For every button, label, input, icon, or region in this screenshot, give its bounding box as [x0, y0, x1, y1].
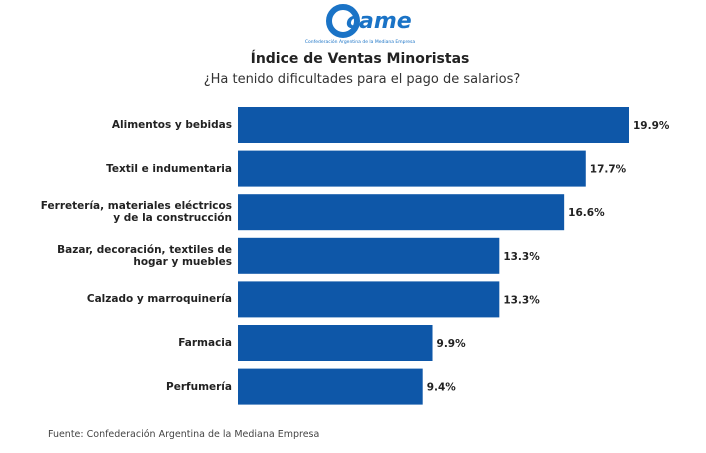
- logo-mark: [326, 4, 360, 38]
- category-label: Calzado y marroquinería: [86, 293, 232, 306]
- category-label: Farmacia: [178, 337, 232, 349]
- category-label: Ferretería, materiales eléctricos y de l…: [40, 200, 232, 225]
- category-label: Textil e indumentaria: [106, 162, 232, 175]
- value-label: 19.9%: [633, 120, 670, 132]
- logo-text: came: [346, 9, 412, 34]
- bar: [238, 281, 500, 318]
- category-label: Bazar, decoración, textiles de hogar y m…: [57, 243, 232, 268]
- value-label: 13.3%: [503, 251, 540, 263]
- category-label: Alimentos y bebidas: [111, 119, 232, 131]
- chart-subtitle: ¿Ha tenido dificultades para el pago de …: [204, 72, 521, 87]
- bar: [238, 368, 423, 405]
- bar: [238, 237, 500, 274]
- value-label: 17.7%: [590, 164, 627, 176]
- chart-title: Índice de Ventas Minoristas: [251, 50, 470, 67]
- bar: [238, 150, 586, 187]
- logo-caption: Confederación Argentina de la Mediana Em…: [305, 38, 415, 45]
- source: Fuente: Confederación Argentina de la Me…: [48, 429, 319, 440]
- bar: [238, 107, 629, 143]
- bar: [238, 325, 433, 361]
- value-label: 9.9%: [437, 338, 467, 350]
- bar: [238, 194, 565, 231]
- value-label: 9.4%: [427, 382, 457, 394]
- category-label: Perfumería: [166, 380, 232, 393]
- value-label: 13.3%: [503, 294, 540, 306]
- value-label: 16.6%: [568, 207, 605, 219]
